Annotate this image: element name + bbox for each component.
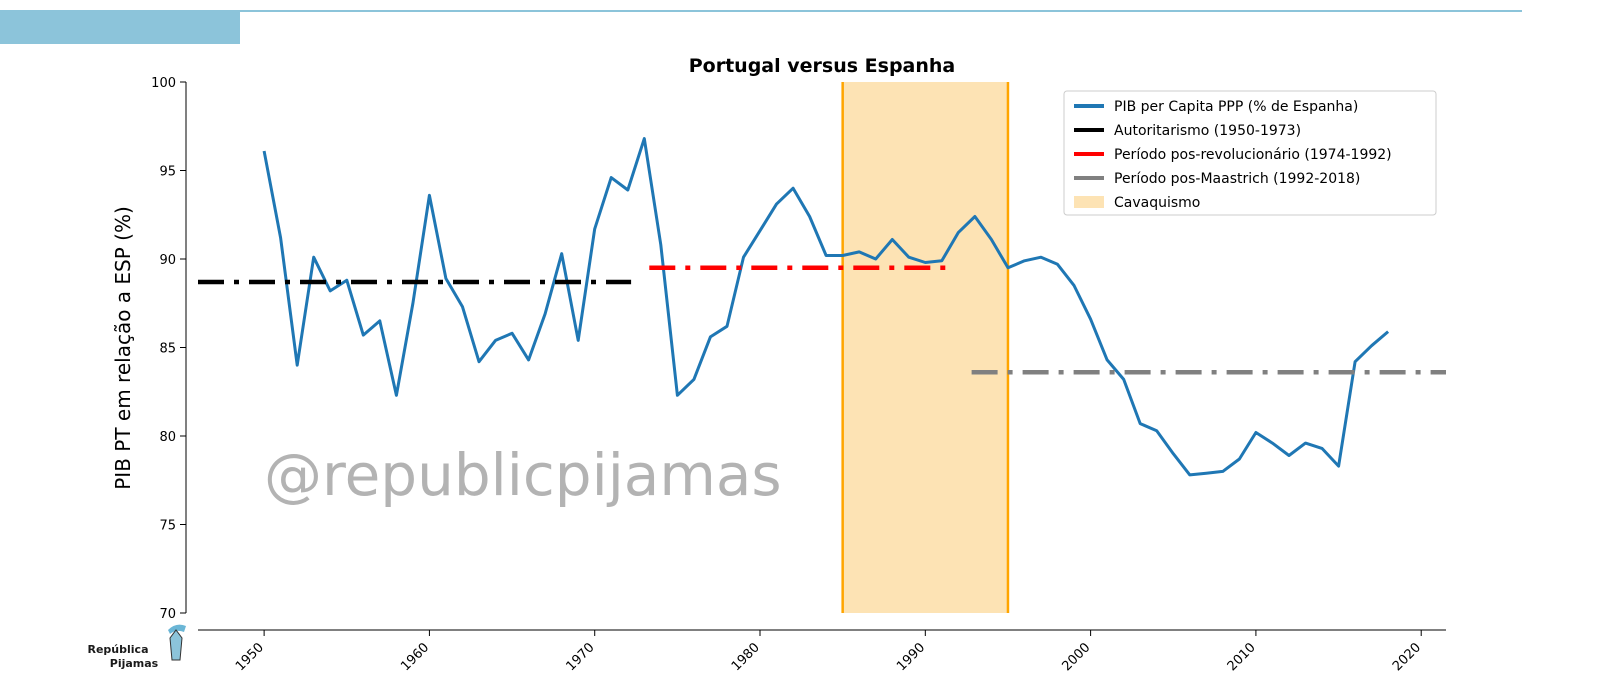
chart-title: Portugal versus Espanha [689, 55, 956, 77]
legend-label-periodo-pos-maastrich-1992-2018: Período pos-Maastrich (1992-2018) [1114, 171, 1360, 187]
shaded-region-cavaquismo [842, 82, 1008, 613]
legend-label-cavaquismo: Cavaquismo [1114, 195, 1200, 211]
x-tick-label-1980: 1980 [729, 640, 763, 674]
y-tick-label-80: 80 [159, 430, 176, 445]
y-tick-label-100: 100 [151, 76, 176, 91]
series-line-pib-per-capita-ppp-de-espanha [262, 137, 1390, 477]
legend-swatch-cavaquismo [1074, 196, 1104, 208]
top-accent-bar [0, 11, 240, 44]
top-rule [0, 10, 1522, 12]
y-tick-label-75: 75 [159, 519, 176, 534]
legend: PIB per Capita PPP (% de Espanha) Autorit… [1063, 90, 1437, 216]
logo-figure-shape [169, 629, 183, 661]
x-tick-label-2020: 2020 [1390, 640, 1424, 674]
x-tick-label-1950: 1950 [233, 640, 267, 674]
shade-layer [841, 82, 1010, 613]
republica-pijamas-logo: República Pijamas [88, 624, 186, 670]
y-tick-label-70: 70 [159, 607, 176, 622]
watermark-text: @republicpijamas [264, 441, 782, 509]
y-tick-label-85: 85 [159, 342, 176, 357]
x-tick-label-2010: 2010 [1225, 640, 1259, 674]
legend-label-periodo-pos-revolucionario-1974-1992: Período pos-revolucionário (1974-1992) [1114, 147, 1392, 163]
x-tick-label-1990: 1990 [894, 640, 928, 674]
logo-line-2: Pijamas [110, 657, 159, 670]
legend-label-pib-per-capita-ppp-de-espanha: PIB per Capita PPP (% de Espanha) [1114, 99, 1358, 115]
x-tick-label-2000: 2000 [1059, 640, 1093, 674]
legend-label-autoritarismo-1950-1973: Autoritarismo (1950-1973) [1114, 123, 1301, 139]
legend-box [1063, 90, 1437, 216]
logo-cap-shape [168, 624, 186, 634]
logo-line-1: República [88, 643, 149, 656]
series-layer [198, 137, 1446, 477]
y-axis-label: PIB PT em relação a ESP (%) [111, 206, 135, 490]
y-tick-label-90: 90 [159, 253, 176, 268]
y-tick-label-95: 95 [159, 165, 176, 180]
x-tick-label-1970: 1970 [564, 640, 598, 674]
x-tick-label-1960: 1960 [398, 640, 432, 674]
